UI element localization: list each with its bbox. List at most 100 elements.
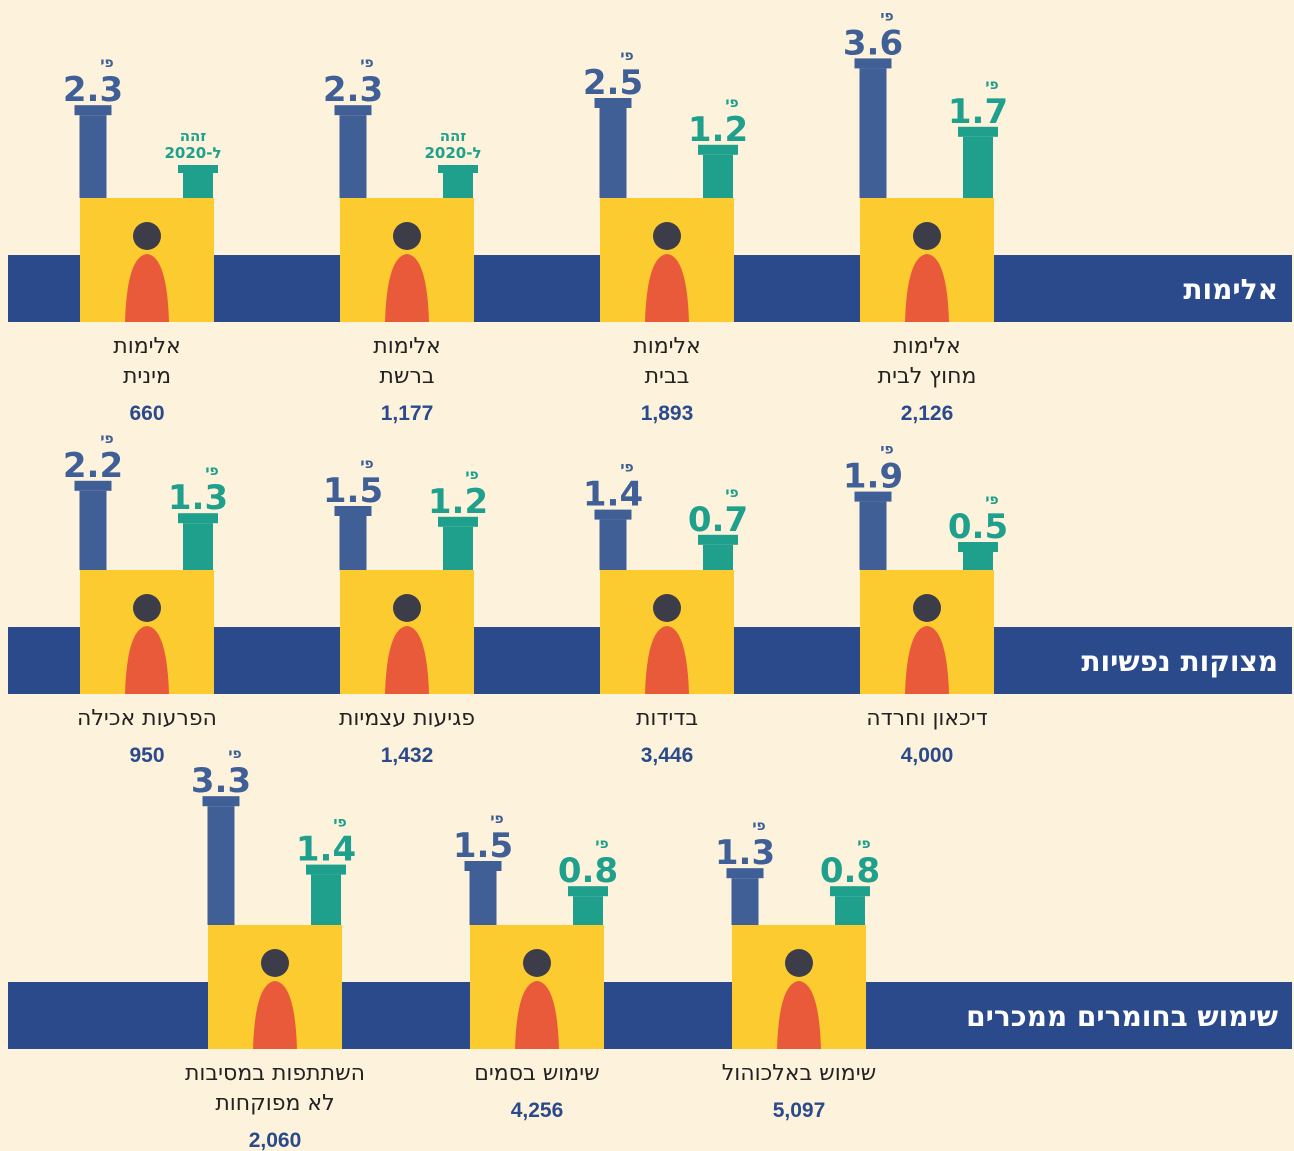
teal-prefix: פי	[595, 836, 608, 852]
teal-value: 1.4	[296, 830, 356, 870]
item-label: פגיעות עצמיות	[339, 706, 475, 731]
teal-prefix: פי	[857, 836, 870, 852]
section-title: אלימות	[1183, 273, 1278, 306]
blue-prefix: פי	[490, 811, 503, 827]
teal-note: ל-2020	[424, 144, 481, 162]
item-label: ברשת	[379, 364, 434, 389]
blue-prefix: פי	[620, 460, 633, 476]
section-title: מצוקות נפשיות	[1081, 645, 1278, 678]
icon-head	[785, 949, 813, 977]
item-count: 4,256	[511, 1099, 564, 1122]
blue-value: 3.3	[191, 761, 251, 801]
teal-pillar	[443, 173, 473, 198]
infographic: אלימות3.6פי1.7פיאלימותמחוץ לבית2,1262.5פ…	[0, 0, 1294, 1151]
blue-pillar	[470, 871, 497, 925]
item-label: שימוש באלכוהול	[722, 1061, 876, 1086]
blue-prefix: פי	[880, 8, 893, 24]
blue-pillar	[340, 516, 367, 570]
teal-pillar	[963, 552, 993, 570]
teal-pillar	[703, 155, 733, 198]
blue-value: 1.3	[715, 833, 775, 873]
blue-pillar	[860, 68, 887, 198]
section-title: שימוש בחומרים ממכרים	[966, 1000, 1278, 1033]
item-label: מחוץ לבית	[878, 364, 977, 389]
teal-prefix: פי	[725, 485, 738, 501]
blue-pillar	[732, 878, 759, 925]
item-label: בדידות	[636, 706, 698, 731]
blue-prefix: פי	[100, 431, 113, 447]
blue-prefix: פי	[620, 48, 633, 64]
blue-prefix: פי	[100, 55, 113, 71]
blue-prefix: פי	[228, 746, 241, 762]
item-label: השתתפות במסיבות	[185, 1061, 365, 1086]
blue-prefix: פי	[752, 818, 765, 834]
teal-note: זהה	[180, 127, 207, 145]
teal-prefix: פי	[205, 463, 218, 479]
item-count: 1,177	[381, 402, 434, 425]
item-count: 2,126	[901, 402, 954, 425]
teal-prefix: פי	[985, 77, 998, 93]
teal-capital	[178, 165, 218, 173]
blue-pillar	[208, 806, 235, 925]
blue-prefix: פי	[360, 456, 373, 472]
blue-pillar	[600, 520, 627, 570]
teal-pillar	[835, 896, 865, 925]
item-label: דיכאון וחרדה	[866, 706, 987, 731]
blue-prefix: פי	[880, 442, 893, 458]
blue-value: 1.5	[323, 471, 383, 511]
item-label: אלימות	[633, 334, 701, 359]
icon-head	[523, 949, 551, 977]
item-label: הפרעות אכילה	[77, 706, 217, 731]
item-count: 4,000	[901, 744, 954, 767]
teal-pillar	[963, 137, 993, 198]
teal-capital	[438, 165, 478, 173]
icon-head	[133, 594, 161, 622]
blue-value: 2.5	[583, 63, 643, 103]
icon-head	[913, 222, 941, 250]
item-label: לא מפוקחות	[215, 1091, 334, 1116]
blue-value: 2.3	[63, 70, 123, 110]
blue-value: 2.3	[323, 70, 383, 110]
teal-note: זהה	[440, 127, 467, 145]
blue-value: 1.9	[843, 457, 903, 497]
item-count: 1,432	[381, 744, 434, 767]
teal-value: 0.5	[948, 507, 1008, 547]
teal-prefix: פי	[333, 815, 346, 831]
teal-value: 1.2	[688, 110, 748, 150]
item-count: 5,097	[773, 1099, 826, 1122]
teal-pillar	[183, 523, 213, 570]
icon-head	[393, 594, 421, 622]
teal-value: 0.8	[558, 851, 618, 891]
teal-value: 0.8	[820, 851, 880, 891]
item-label: מינית	[123, 364, 171, 389]
teal-value: 1.2	[428, 482, 488, 522]
teal-pillar	[573, 896, 603, 925]
icon-head	[261, 949, 289, 977]
icon-head	[653, 594, 681, 622]
item-label: אלימות	[893, 334, 961, 359]
blue-pillar	[600, 108, 627, 198]
teal-pillar	[443, 527, 473, 570]
blue-pillar	[860, 502, 887, 570]
item-count: 950	[129, 744, 164, 767]
item-label: בבית	[645, 364, 690, 389]
teal-prefix: פי	[465, 467, 478, 483]
item-count: 2,060	[249, 1129, 302, 1151]
blue-value: 1.5	[453, 826, 513, 866]
item-label: אלימות	[373, 334, 441, 359]
blue-prefix: פי	[360, 55, 373, 71]
blue-value: 1.4	[583, 475, 643, 515]
teal-pillar	[183, 173, 213, 198]
item-count: 660	[129, 402, 164, 425]
teal-prefix: פי	[725, 95, 738, 111]
icon-head	[913, 594, 941, 622]
teal-pillar	[311, 875, 341, 925]
item-count: 3,446	[641, 744, 694, 767]
icon-head	[393, 222, 421, 250]
teal-value: 0.7	[688, 500, 748, 540]
item-label: שימוש בסמים	[474, 1061, 599, 1086]
teal-pillar	[703, 545, 733, 570]
icon-head	[653, 222, 681, 250]
blue-value: 3.6	[843, 23, 903, 63]
icon-head	[133, 222, 161, 250]
